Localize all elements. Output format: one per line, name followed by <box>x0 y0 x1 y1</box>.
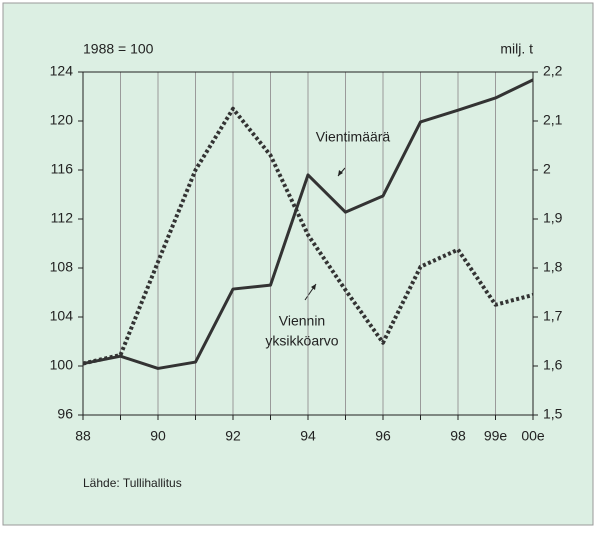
y-tick-label: 112 <box>51 210 74 226</box>
y2-tick-label: 2,2 <box>543 63 563 79</box>
y-tick-label: 108 <box>50 259 74 275</box>
x-tick-label: 99e <box>484 428 508 444</box>
y2-tick-label: 1,5 <box>543 406 563 422</box>
arrow-head <box>338 170 343 176</box>
y2-axis-label: milj. t <box>500 41 533 57</box>
series-label: yksikköarvo <box>265 333 338 349</box>
y2-tick-label: 1,6 <box>543 357 563 373</box>
y-tick-label: 120 <box>50 112 74 128</box>
x-tick-label: 94 <box>300 428 316 444</box>
series-label: Viennin <box>279 313 325 329</box>
y-tick-label: 96 <box>57 406 73 422</box>
x-tick-label: 90 <box>150 428 166 444</box>
y-tick-label: 124 <box>50 63 74 79</box>
series-line <box>82 106 534 366</box>
arrow-head <box>311 284 316 290</box>
series-label: Vientimäärä <box>316 129 391 145</box>
panel <box>2 2 594 526</box>
x-tick-label: 00e <box>521 428 545 444</box>
y-axis-label: 1988 = 100 <box>83 41 154 57</box>
y2-tick-label: 2,1 <box>543 112 563 128</box>
y-tick-label: 100 <box>50 357 74 373</box>
x-tick-label: 98 <box>450 428 466 444</box>
y2-tick-label: 1,7 <box>543 308 563 324</box>
x-tick-label: 88 <box>75 428 91 444</box>
y-tick-label: 116 <box>51 161 74 177</box>
x-tick-label: 96 <box>375 428 391 444</box>
source: Lähde: Tullihallitus <box>83 476 182 490</box>
y2-tick-label: 2 <box>543 161 551 177</box>
y2-tick-label: 1,9 <box>543 210 563 226</box>
x-tick-label: 92 <box>225 428 241 444</box>
y-tick-label: 104 <box>50 308 74 324</box>
y2-tick-label: 1,8 <box>543 259 563 275</box>
series-line <box>82 78 534 370</box>
plot-frame <box>82 71 534 416</box>
